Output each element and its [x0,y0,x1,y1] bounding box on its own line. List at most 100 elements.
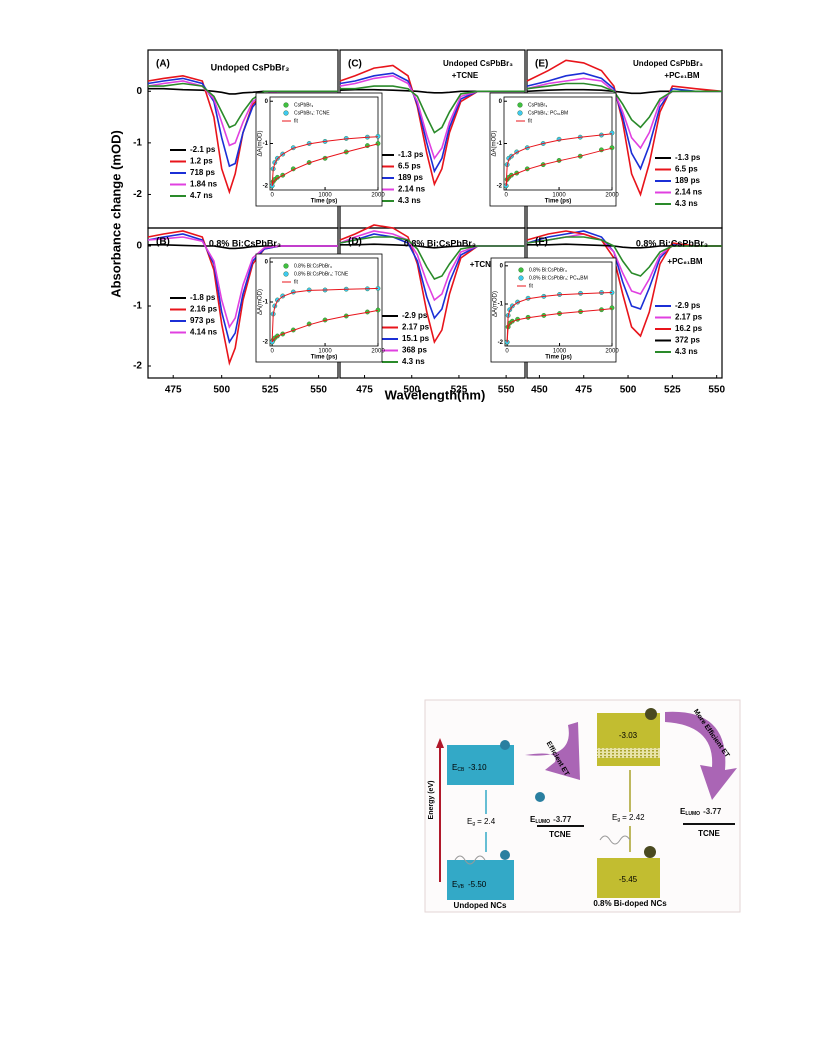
inset-background [489,92,617,207]
inset-legend-label: fit [528,118,533,124]
sym: E [452,763,457,772]
energy-diagram: Energy (eV) ECB -3.10 EVB -5.50 Eg = 2.4 Ef… [424,699,741,913]
vb-energy: -5.45 [619,875,638,884]
y-tick-label: -2 [263,340,269,346]
legend-label: 2.16 ps [190,305,218,314]
x-tick-label: 0 [505,349,509,355]
panel-title: 0.8% Bi:CsPbBr₃ [404,238,476,248]
cb-energy: ECB -3.10 [452,763,487,773]
gap-text: Eg = 2.42 [612,813,645,823]
val: = 2.4 [477,817,496,826]
val: -3.77 [703,807,722,816]
hole [644,846,656,858]
data-point [275,297,280,303]
inset-legend-label: fit [294,279,299,285]
legend-label: -2.9 ps [402,311,428,320]
panel-label: (D) [348,237,362,248]
panel-label: (B) [156,237,170,248]
inset-background [255,92,383,207]
legend-label: 189 ps [675,176,700,185]
sym: E [467,817,472,826]
acceptor: TCNE [549,830,571,839]
x-tick-label: 1000 [553,349,567,355]
legend-swatch [518,275,524,281]
arrow-head [436,738,444,748]
legend-label: 2.17 ps [675,313,703,322]
panel-title: 0.8% Bi:CsPbBr₃ [209,238,281,248]
legend-label: 6.5 ps [675,165,698,174]
inset-legend-label: 0.8% Bi:CsPbBr₃: TCNE [294,271,349,277]
val: -3.10 [468,763,487,772]
y-tick-label: -1 [263,300,269,306]
x-tick-label: 1000 [552,193,566,199]
series-line [505,147,613,186]
legend-label: 16.2 ps [675,324,703,333]
legend-label: 2.14 ns [675,188,703,197]
cb-box [447,745,514,785]
y-tick-label: -1 [133,138,142,149]
sub: LUMO [535,819,550,825]
legend-label: 4.14 ns [190,328,218,337]
legend-label: 15.1 ps [402,334,430,343]
y-tick-label: 0 [265,99,269,105]
y-tick-label: 0 [136,241,142,252]
legend-label: -1.8 ps [190,293,216,302]
vb-box [447,860,514,900]
series-line [271,309,379,343]
y-tick-label: 0 [499,99,503,105]
series-line [526,82,722,129]
x-tick-label: 475 [356,385,373,396]
x-tick-label: 0 [270,193,274,199]
sym: E [680,807,686,816]
sub: CB [457,767,465,773]
inset-background [255,253,383,363]
legend-label: 973 ps [190,316,215,325]
series-line [506,292,613,343]
panel-title: Undoped CsPbBr₃ [633,59,703,68]
panel-label: (F) [535,237,548,248]
sub: g [617,817,620,823]
series-line [339,236,525,280]
doped-label: 0.8% Bi-doped NCs [593,899,667,908]
panel-title: 0.8% Bi:CsPbBr₃ [636,238,708,248]
panel-label: (C) [348,59,362,70]
legend-label: 2.17 ps [402,323,430,332]
sub: g [472,821,475,827]
legend-label: 4.3 ns [402,357,425,366]
inset-y-label: ΔA(mOD) [258,289,264,315]
panel-subtitle: +PC₆₁BM [667,257,703,266]
undoped-label: Undoped NCs [454,901,507,910]
x-tick-label: 475 [575,385,592,396]
panel-subtitle: +TCNE [470,260,497,269]
x-tick-label: 475 [165,385,182,396]
lumo: ELUMO -3.77 [530,815,572,825]
y-tick-label: 0 [500,263,504,269]
series-line [505,133,613,186]
y-tick-label: -2 [497,183,503,189]
vb-box [597,858,660,898]
panel-subtitle: +TCNE [452,71,479,80]
series-line [271,287,379,343]
legend-swatch [283,271,289,277]
series-line [148,82,338,129]
inset-legend-label: CsPbBr₃: PC₆₁BM [528,110,568,116]
legend-label: 4.3 ns [675,199,698,208]
vb-energy: EVB -5.50 [452,880,487,890]
x-tick-label: 525 [664,385,681,396]
sym: E [452,880,457,889]
legend-label: -1.3 ps [398,150,424,159]
data-point [375,307,381,313]
inset-legend-label: CsPbBr₃ [294,102,313,108]
legend-label: 6.5 ps [398,162,421,171]
photon [454,855,486,865]
panel-label: (A) [156,59,170,70]
legend-label: -2.1 ps [190,145,216,154]
series-line [271,136,379,186]
trap-states [597,748,660,758]
gap-text: Eg = 2.4 [467,817,496,827]
series-line [271,143,379,186]
legend-label: 4.3 ns [398,196,421,205]
sym: E [612,813,617,822]
x-tick-label: 2000 [371,193,385,199]
y-tick-label: -2 [133,189,142,200]
